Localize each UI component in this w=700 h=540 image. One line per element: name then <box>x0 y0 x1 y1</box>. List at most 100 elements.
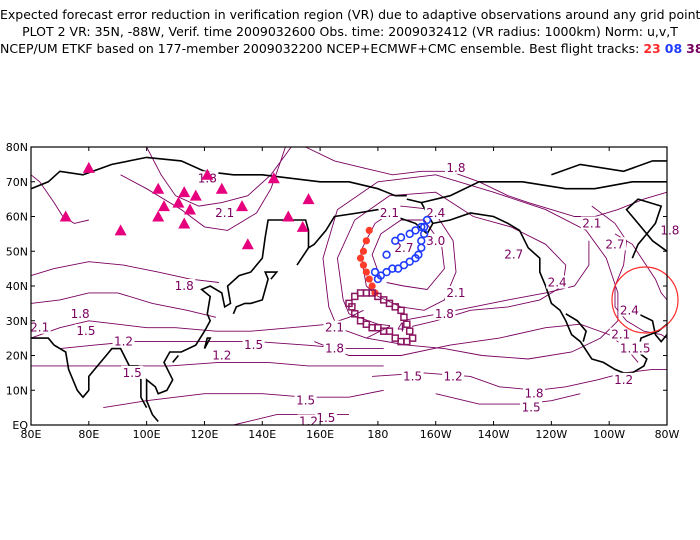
contour-label-bg <box>603 237 626 251</box>
contour-line <box>314 323 639 363</box>
contour-label-bg <box>28 320 51 334</box>
contour-label: 2.7 <box>504 248 523 262</box>
coastline-segment <box>565 313 587 342</box>
track-b-label: 08 <box>664 41 683 56</box>
contour-label-bg <box>323 320 346 334</box>
contour-line <box>31 361 384 367</box>
contour-line <box>366 240 590 339</box>
contour-label: 2.4 <box>548 276 567 290</box>
contour-label: 1.2 <box>444 369 463 383</box>
coastline-segment <box>625 198 668 259</box>
lon-label: 160W <box>420 428 452 441</box>
contour-label: 1.8 <box>660 223 679 237</box>
title-line-3: NCEP/UM ETKF based on 177-member 2009032… <box>0 40 700 57</box>
contour-label: 1.8 <box>524 387 543 401</box>
observation-triangle <box>189 189 202 201</box>
contour-label: 1.2 <box>299 415 318 429</box>
contour-line <box>30 174 89 224</box>
track-08-point <box>382 267 391 277</box>
contour-label: 1.2 <box>114 335 133 349</box>
observation-triangle <box>296 220 309 232</box>
contour-label: 2.7 <box>394 241 413 255</box>
contour-label-bg <box>520 400 543 414</box>
track-08-point <box>396 233 406 242</box>
track-38-point <box>348 303 356 311</box>
track-38-point <box>351 310 359 318</box>
contour-label-bg <box>242 338 265 352</box>
lat-label: 20N <box>6 350 28 363</box>
track-38-point <box>397 306 405 315</box>
track-23-point <box>362 268 370 276</box>
contour-label-bg <box>612 372 635 386</box>
contour-label-bg <box>74 324 97 338</box>
track-08-point <box>370 267 380 277</box>
track-08-point <box>411 254 420 263</box>
coastline-segment <box>30 156 407 197</box>
contour-label-bg <box>618 303 641 317</box>
observation-triangle <box>152 210 165 222</box>
contour-label: 2.1 <box>446 286 465 300</box>
contour-label: 1.5 <box>403 369 422 383</box>
contour-line <box>305 146 668 217</box>
contour-label-bg <box>424 233 447 247</box>
contour-line <box>146 146 292 207</box>
coastline-segment <box>203 337 212 349</box>
track-08-point <box>405 229 414 239</box>
contour-line <box>371 219 445 290</box>
coastline-segment <box>421 181 667 204</box>
lon-label: 80W <box>655 428 680 441</box>
contour-label-bg <box>112 334 135 348</box>
contour-label: 2.1 <box>611 328 630 342</box>
track-08-point <box>399 260 409 270</box>
contour-label-bg <box>444 160 467 174</box>
title-block: Expected forecast error reduction in ver… <box>0 6 700 57</box>
track-08-point <box>422 215 432 225</box>
contour-label-bg <box>314 411 337 425</box>
coastline-segment <box>551 160 667 176</box>
observation-triangle <box>152 182 165 194</box>
track-23-point <box>359 247 368 255</box>
contour-label-bg <box>444 285 467 299</box>
lat-label: 10N <box>6 384 28 397</box>
contour-label: 2.1 <box>582 216 601 230</box>
track-08-point <box>419 229 429 239</box>
coastline-segment <box>145 198 434 423</box>
contour-label: 4 <box>397 321 405 335</box>
contour-label: 2.1 <box>215 206 234 220</box>
track-38-point <box>405 327 414 335</box>
track-23-point <box>368 282 376 290</box>
contour-label: 1.5 <box>123 366 142 380</box>
contour-line <box>322 174 619 360</box>
contour-label-bg <box>173 279 196 292</box>
contour-label-bg <box>210 348 233 362</box>
track-08-point <box>382 250 391 259</box>
lat-label: 30N <box>6 315 28 328</box>
title-line-1: Expected forecast error reduction in ver… <box>0 7 700 22</box>
observation-triangle <box>215 182 228 194</box>
contour-label-bg <box>294 393 317 407</box>
lon-label: 140W <box>478 428 510 441</box>
track-23-point <box>365 226 373 234</box>
lon-label: 100W <box>593 428 625 441</box>
track-08-point <box>417 236 426 246</box>
contour-label-bg <box>213 206 236 220</box>
contour-label-bg <box>378 206 401 220</box>
lat-label: 80N <box>6 141 28 154</box>
lon-label: 180 <box>367 428 388 441</box>
track-08-point <box>393 264 403 273</box>
contour-label-bg <box>658 223 681 237</box>
observation-triangle <box>114 224 127 236</box>
lon-label: 80E <box>78 428 99 441</box>
observation-triangle <box>172 196 185 208</box>
observation-triangle <box>201 168 214 180</box>
observation-triangle <box>178 186 191 198</box>
track-38-point <box>391 334 400 342</box>
lon-label: 120W <box>535 428 567 441</box>
flight-tracks <box>345 215 432 346</box>
contour-label-bg <box>392 240 415 254</box>
track-08-point <box>417 222 426 232</box>
contour-line <box>591 205 668 339</box>
contour-label: 2.1 <box>380 206 399 220</box>
